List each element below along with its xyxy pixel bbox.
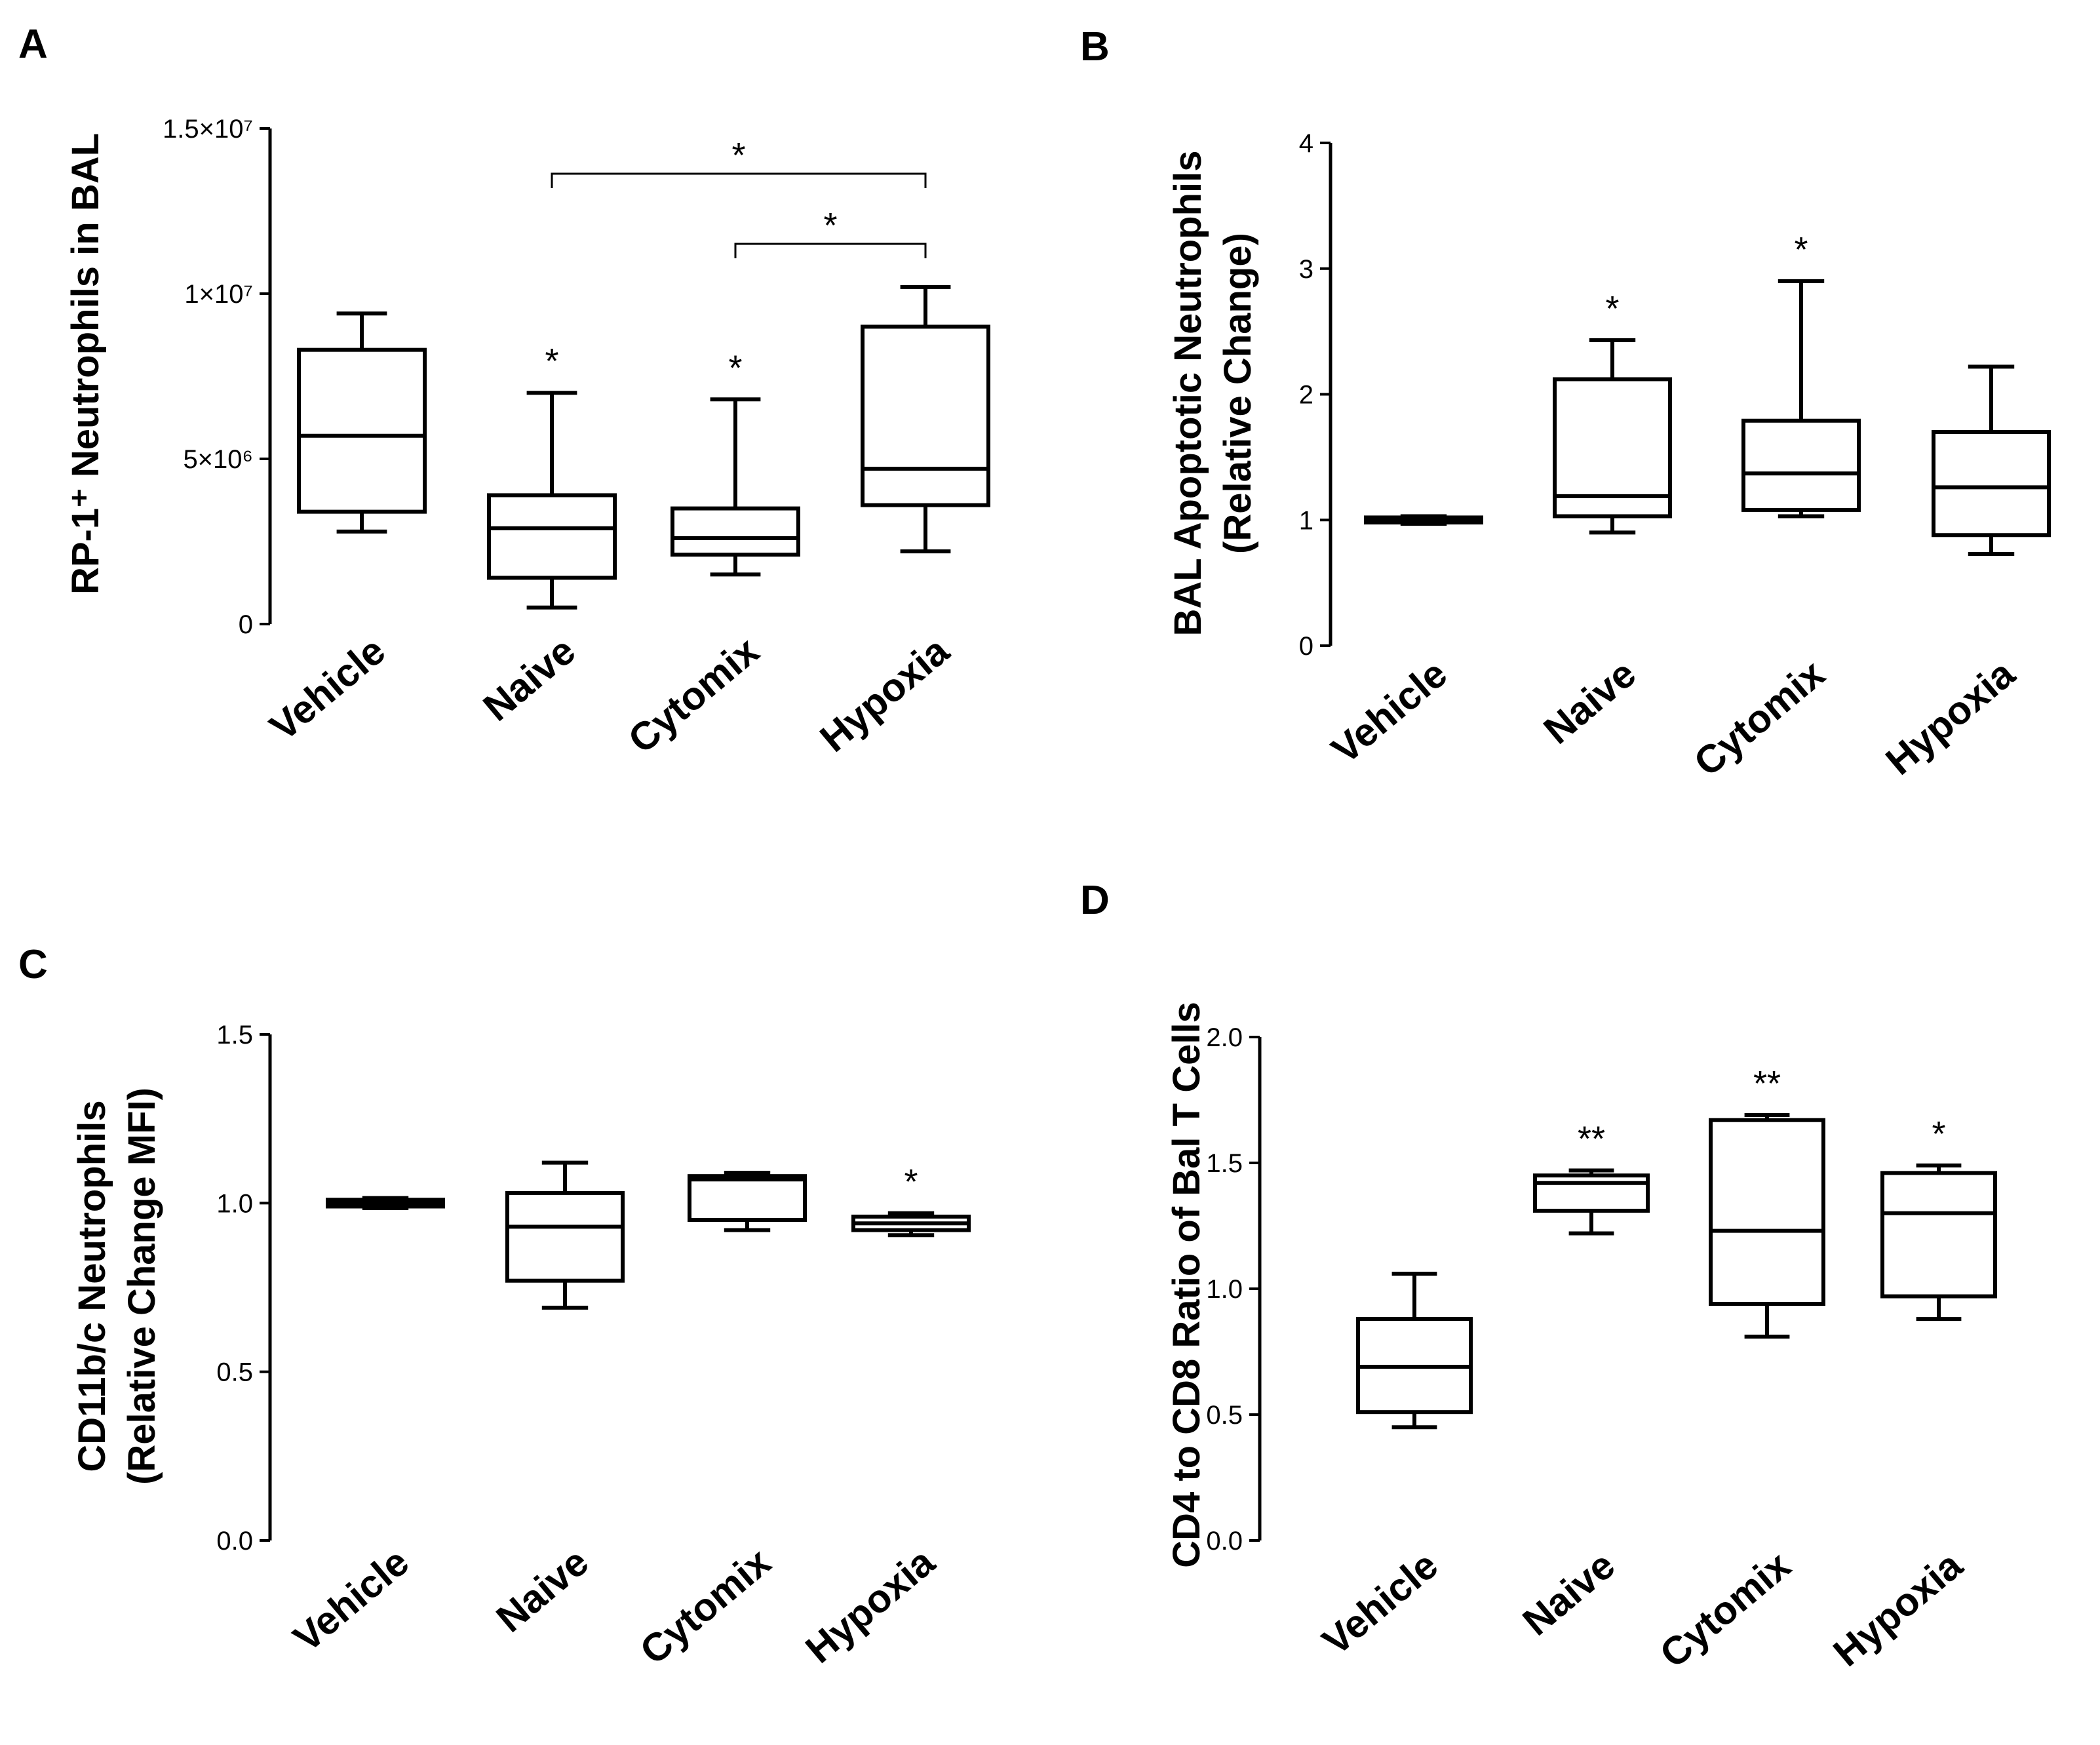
y-tick-label: 4 — [1299, 129, 1313, 158]
significance-marker: * — [1605, 289, 1619, 328]
y-tick-label: 1.0 — [216, 1189, 253, 1218]
category-label: Cytomix — [620, 629, 767, 762]
box-iqr — [1533, 1173, 1650, 1213]
y-tick-label: 2.0 — [1206, 1023, 1243, 1052]
box-cytomix — [688, 1171, 807, 1232]
box-iqr — [1741, 418, 1861, 512]
significance-bracket — [551, 172, 927, 188]
category-label: Naive — [1515, 1543, 1624, 1644]
box-iqr — [861, 324, 990, 507]
category-label: Vehicle — [1314, 1543, 1446, 1664]
category-label: Cytomix — [1686, 652, 1833, 785]
box-iqr — [1709, 1118, 1825, 1306]
box-vehicle — [1364, 514, 1483, 526]
y-tick-label: 2 — [1299, 381, 1313, 410]
y-axis-label: CD4 to CD8 Ratio of Bal T Cells — [1165, 1002, 1208, 1568]
bracket-marker: * — [823, 206, 837, 245]
box-iqr — [297, 347, 427, 514]
panel-b: B 0 1 2 3 4 BAL Apoptotic Neutrophils (Relative… — [1080, 24, 2051, 785]
category-label: Hypoxia — [811, 628, 957, 760]
significance-marker: * — [545, 342, 558, 381]
y-tick-label: 1×10⁷ — [184, 280, 253, 309]
box-hypoxia: * — [1880, 1114, 1997, 1322]
y-tick-label: 0.5 — [1206, 1401, 1243, 1430]
significance-marker: * — [728, 348, 742, 387]
y-tick-label: 0.0 — [216, 1527, 253, 1556]
box-iqr — [671, 506, 800, 557]
box-naive — [505, 1160, 625, 1310]
box-iqr — [1880, 1171, 1997, 1299]
box-vehicle — [1356, 1271, 1473, 1430]
box-hypoxia — [861, 284, 990, 554]
y-tick-label: 1.0 — [1206, 1275, 1243, 1304]
category-label: Naive — [1536, 652, 1644, 753]
box-vehicle — [297, 311, 427, 534]
significance-marker: ** — [1578, 1120, 1605, 1159]
significance-marker: ** — [1753, 1064, 1781, 1103]
y-axis-label: RP-1⁺ Neutrophils in BAL — [64, 133, 107, 595]
box-hypoxia: * — [851, 1162, 971, 1238]
y-axis-label: (Relative Change MFI) — [121, 1088, 163, 1485]
box-cytomix: * — [1741, 230, 1861, 519]
y-axis-label: BAL Apoptotic Neutrophils — [1167, 150, 1209, 636]
significance-marker: * — [1932, 1114, 1945, 1154]
box-iqr — [487, 493, 617, 580]
box-cytomix: ** — [1709, 1064, 1825, 1339]
category-label: Hypoxia — [1877, 651, 2023, 783]
y-tick-label: 5×10⁶ — [183, 445, 253, 474]
box-iqr — [505, 1190, 625, 1283]
y-tick-label: 1.5 — [1206, 1149, 1243, 1178]
y-axis-label: CD11b/c Neutrophils — [71, 1100, 113, 1472]
box-naive: * — [487, 342, 617, 610]
significance-marker: * — [1794, 230, 1808, 269]
panel-letter: B — [1080, 24, 1110, 69]
y-tick-label: 1.5×10⁷ — [163, 115, 253, 144]
box-hypoxia — [1932, 364, 2051, 557]
category-label: Cytomix — [1652, 1543, 1799, 1676]
box-cytomix: * — [671, 348, 800, 577]
panel-a: A 0 5×10⁶ 1×10⁷ 1.5×10⁷ RP-1⁺ Neutrophils in … — [18, 22, 990, 762]
y-tick-label: 0 — [239, 610, 253, 639]
category-label: Vehicle — [262, 629, 393, 749]
category-label: Vehicle — [1323, 652, 1455, 772]
significance-marker: * — [904, 1162, 918, 1202]
box-iqr — [1932, 430, 2051, 538]
significance-bracket — [734, 243, 927, 258]
box-naive: * — [1553, 289, 1672, 535]
y-tick-label: 1.5 — [216, 1021, 253, 1049]
category-label: Naive — [475, 629, 584, 730]
box-naive: ** — [1533, 1120, 1650, 1236]
category-label: Hypoxia — [1825, 1542, 1970, 1675]
y-tick-label: 0 — [1299, 632, 1313, 661]
category-label: Hypoxia — [797, 1539, 943, 1672]
bracket-marker: * — [731, 136, 745, 175]
y-tick-label: 0.0 — [1206, 1527, 1243, 1556]
box-iqr — [688, 1174, 807, 1223]
panel-letter: C — [18, 942, 48, 987]
panel-letter: D — [1080, 878, 1110, 923]
panel-c: C 0.0 0.5 1.0 1.5 CD11b/c Neutrophils (Relativ… — [18, 942, 971, 1673]
y-tick-label: 3 — [1299, 255, 1313, 284]
y-tick-label: 0.5 — [216, 1358, 253, 1387]
box-vehicle — [326, 1196, 445, 1211]
category-label: Vehicle — [285, 1540, 417, 1660]
y-axis-label: (Relative Change) — [1216, 233, 1259, 554]
category-label: Naive — [488, 1540, 597, 1641]
y-tick-label: 1 — [1299, 506, 1313, 535]
panel-letter: A — [18, 22, 48, 67]
box-iqr — [1553, 377, 1672, 519]
category-label: Cytomix — [632, 1540, 779, 1673]
